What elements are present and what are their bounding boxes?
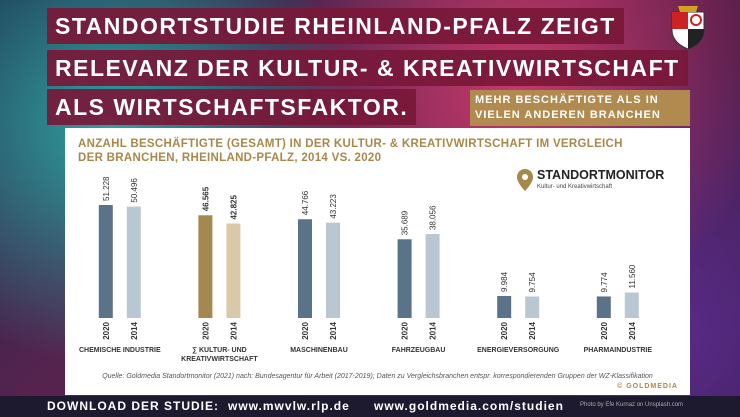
copyright: © GOLDMEDIA bbox=[617, 383, 678, 390]
value-label: 35.689 bbox=[401, 210, 410, 235]
value-label: 46.565 bbox=[201, 186, 210, 211]
value-label: 44.766 bbox=[301, 190, 310, 215]
series-label: 2014 bbox=[329, 321, 338, 339]
bar bbox=[397, 239, 412, 318]
value-label: 43.223 bbox=[329, 194, 338, 219]
value-label: 42.825 bbox=[229, 195, 238, 220]
series-label: 2014 bbox=[229, 321, 238, 339]
chart-panel: ANZAHL BESCHÄFTIGTE (GESAMT) IN DER KULT… bbox=[65, 128, 690, 395]
category-label: PHARMAINDUSTRIE bbox=[583, 347, 653, 354]
value-label: 11.560 bbox=[628, 264, 637, 288]
value-label: 38.056 bbox=[429, 205, 438, 230]
value-label: 50.496 bbox=[130, 178, 139, 203]
highlight-box: MEHR BESCHÄFTIGTE ALS IN VIELEN ANDEREN … bbox=[470, 90, 690, 126]
bar bbox=[326, 222, 340, 318]
coat-of-arms bbox=[671, 6, 705, 50]
bar bbox=[497, 295, 512, 318]
series-label: 2020 bbox=[600, 321, 609, 339]
bar bbox=[596, 296, 611, 318]
chart-title: ANZAHL BESCHÄFTIGTE (GESAMT) IN DER KULT… bbox=[78, 138, 623, 164]
series-label: 2014 bbox=[528, 321, 537, 339]
category-label: MASCHINENBAU bbox=[290, 347, 348, 354]
series-label: 2020 bbox=[201, 321, 210, 339]
category-label: CHEMISCHE INDUSTRIE bbox=[78, 347, 161, 354]
source: Quelle: Goldmedia Standortmonitor (2021)… bbox=[102, 373, 653, 380]
bar bbox=[298, 219, 312, 318]
series-label: 2020 bbox=[500, 321, 509, 339]
series-label: 2020 bbox=[401, 321, 410, 339]
footer-link[interactable]: www.mwvlw.rlp.de bbox=[228, 399, 350, 413]
value-label: 9.984 bbox=[500, 271, 509, 292]
value-label: 9.754 bbox=[528, 272, 537, 293]
header-line: STANDORTSTUDIE RHEINLAND-PFALZ ZEIGT bbox=[47, 8, 624, 44]
bar bbox=[624, 292, 639, 318]
category-label: FAHRZEUGBAU bbox=[391, 347, 446, 354]
series-label: 2014 bbox=[429, 321, 438, 339]
header-line: RELEVANZ DER KULTUR- & KREATIVWIRTSCHAFT bbox=[47, 50, 688, 86]
category-label: ∑ KULTUR- UND KREATIVWIRTSCHAFT bbox=[181, 347, 258, 363]
series-label: 2020 bbox=[301, 321, 310, 339]
chart: STANDORTMONITOR Kultur- und Kreativwirts… bbox=[98, 168, 664, 340]
series-label: 2014 bbox=[130, 321, 139, 339]
bar bbox=[98, 205, 113, 318]
series-label: 2014 bbox=[628, 321, 637, 339]
footer-label: DOWNLOAD DER STUDIE: bbox=[47, 399, 219, 413]
bar bbox=[425, 234, 440, 318]
value-label: 51.228 bbox=[102, 176, 111, 201]
header-line: ALS WIRTSCHAFTSFAKTOR. bbox=[47, 89, 417, 125]
value-label: 9.774 bbox=[600, 272, 609, 293]
footer: DOWNLOAD DER STUDIE: www.mwvlw.rlp.de ww… bbox=[0, 396, 740, 417]
bar bbox=[226, 223, 241, 318]
logo-subtitle: Kultur- und Kreativwirtschaft bbox=[537, 184, 612, 190]
category-label: ENERGIEVERSORGUNG bbox=[477, 347, 560, 354]
bar bbox=[525, 296, 540, 318]
logo-name: STANDORTMONITOR bbox=[537, 168, 664, 182]
series-label: 2020 bbox=[102, 321, 111, 339]
bar bbox=[198, 215, 213, 318]
bar bbox=[126, 206, 141, 318]
footer-link[interactable]: www.goldmedia.com/studien bbox=[374, 399, 564, 413]
photo-credit: Photo by Efe Kurnaz on Unsplash.com bbox=[580, 402, 684, 408]
